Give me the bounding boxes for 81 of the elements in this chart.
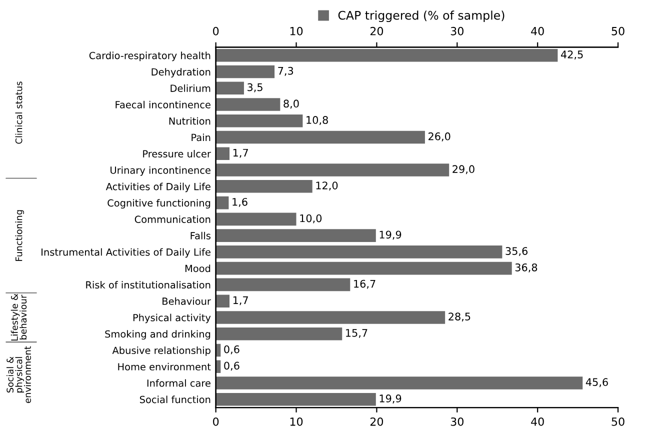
x2-tick-label: 40 — [531, 26, 544, 36]
data-label: 10,0 — [300, 214, 322, 224]
data-label: 12,0 — [316, 182, 338, 191]
y-tick-label: Cardio-respiratory health — [89, 52, 210, 62]
y-tick-label: Falls — [190, 232, 210, 240]
bar — [216, 130, 425, 144]
bar — [216, 229, 376, 242]
bar — [216, 196, 229, 210]
data-label: 3,5 — [248, 83, 262, 92]
data-label: 29,0 — [452, 165, 474, 174]
data-label: 1,7 — [233, 148, 248, 158]
bar — [216, 65, 275, 78]
bar — [216, 164, 450, 176]
data-label: 1,7 — [233, 296, 248, 306]
text: Clinical status — [15, 82, 22, 144]
y-tick-label: Home environment — [118, 362, 211, 370]
y-tick-label: Dehydration — [152, 68, 210, 78]
data-label: 19,9 — [380, 230, 402, 240]
y-tick-label: Nutrition — [169, 117, 210, 125]
bar — [216, 294, 230, 308]
data-label: 35,6 — [506, 247, 528, 256]
bar — [216, 376, 583, 390]
bar — [216, 327, 342, 340]
data-label: 19,9 — [380, 394, 402, 404]
y-tick-label: Activities of Daily Life — [106, 182, 210, 192]
bar — [216, 246, 502, 258]
data-label: 7,3 — [278, 66, 294, 76]
data-label: 0,6 — [224, 362, 240, 371]
bar — [216, 212, 296, 226]
x-tick-label: 0 — [213, 417, 219, 426]
y-tick-label: Mood — [185, 264, 210, 272]
x2-tick-label: 50 — [612, 26, 624, 36]
text: Functioning — [15, 210, 24, 261]
y-tick-label: Communication — [134, 215, 210, 224]
legend-label: CAP triggered (% of sample) — [338, 10, 504, 22]
x-tick-label: 20 — [370, 417, 384, 426]
bar — [216, 392, 376, 406]
y-tick-label: Abusive relationship — [112, 346, 210, 356]
bar — [216, 278, 350, 292]
y-tick-label: Instrumental Activities of Daily Life — [42, 248, 210, 258]
x2-tick-label: 30 — [450, 26, 464, 36]
y-tick-label: Cognitive functioning — [108, 199, 210, 209]
bar — [216, 114, 303, 128]
bar — [216, 48, 558, 62]
x-tick-label: 10 — [290, 417, 303, 426]
y-tick-label: Behaviour — [162, 297, 211, 305]
y-tick-label: Pain — [192, 134, 210, 142]
data-label: 16,7 — [354, 280, 376, 289]
x2-tick-label: 0 — [213, 26, 219, 36]
x-tick-label: 50 — [612, 417, 624, 426]
bar — [216, 311, 446, 324]
data-label: 42,5 — [560, 50, 583, 60]
bar — [216, 262, 512, 275]
data-label: 26,0 — [428, 132, 450, 142]
y-tick-label: Pressure ulcer — [143, 150, 211, 158]
y-tick-label: Smoking and drinking — [105, 330, 210, 340]
data-label: 28,5 — [448, 312, 470, 322]
data-label: 10,8 — [306, 116, 328, 125]
y-tick-label: Physical activity — [133, 314, 211, 324]
data-label: 15,7 — [346, 329, 368, 338]
y-tick-label: Faecal incontinence — [116, 100, 210, 108]
bar — [216, 82, 244, 95]
bar — [216, 147, 230, 160]
data-label: 8,0 — [284, 100, 299, 109]
text: Social & physical environment — [6, 346, 31, 404]
bar — [216, 98, 280, 111]
text: Lifestyle & behaviour — [10, 294, 27, 340]
y-tick-label: Informal care — [147, 379, 210, 387]
y-tick-label: Social function — [140, 396, 210, 404]
y-tick-label: Risk of institutionalisation — [86, 281, 210, 289]
data-label: 45,6 — [586, 378, 608, 388]
data-label: 1,6 — [232, 198, 248, 207]
y-tick-label: Delirium — [170, 84, 210, 92]
bar — [216, 180, 312, 193]
y-tick-label: Urinary incontinence — [110, 166, 210, 176]
x2-tick-label: 10 — [290, 26, 303, 36]
data-label: 36,8 — [515, 263, 538, 272]
data-label: 0,6 — [224, 345, 240, 354]
x-tick-label: 40 — [531, 417, 544, 426]
x-tick-label: 30 — [450, 417, 464, 426]
x2-tick-label: 20 — [370, 26, 384, 36]
